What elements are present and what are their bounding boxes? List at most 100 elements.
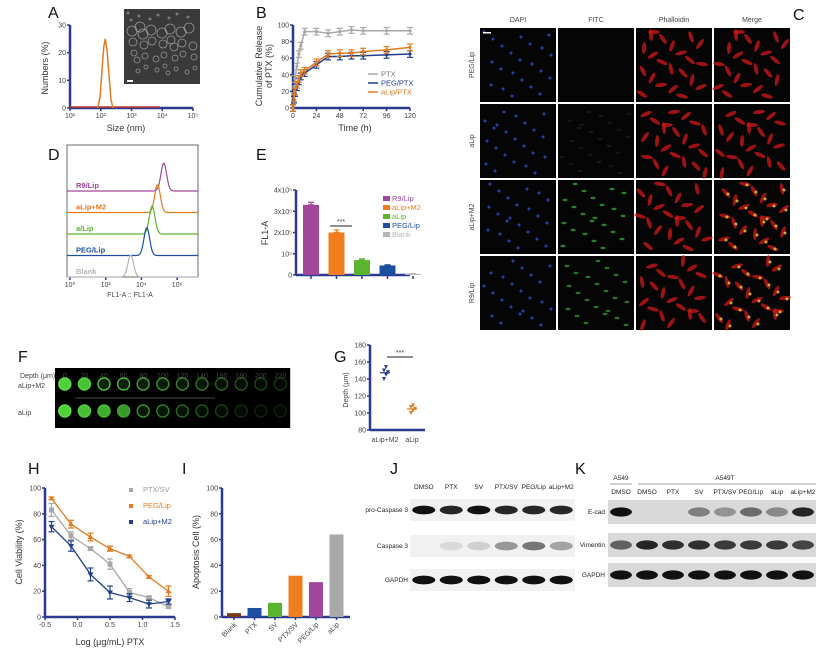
c-actin xyxy=(701,236,713,242)
c-actin xyxy=(726,154,738,160)
c-actin xyxy=(715,148,725,158)
c-actin xyxy=(724,297,734,307)
c-fitc-signal xyxy=(564,264,570,268)
c-fitc-signal xyxy=(590,196,596,200)
h-series-ptxsv-point xyxy=(127,589,132,595)
c-merge-signal xyxy=(739,285,743,289)
c-row-label: aLip xyxy=(469,134,476,147)
c-micrograph-merge xyxy=(714,104,790,179)
k-band xyxy=(740,570,762,580)
c-row-label: aLip+M2 xyxy=(469,203,476,230)
a-tem-particle xyxy=(137,14,141,18)
b-xtick-label: 48 xyxy=(336,113,344,120)
c-fitc-signal xyxy=(584,298,590,302)
a-tem-particle xyxy=(192,65,198,71)
c-actin xyxy=(772,308,778,320)
f-spheroid-section xyxy=(273,404,288,418)
c-actin xyxy=(676,93,688,99)
h-series-ptxsv-point xyxy=(88,546,93,552)
c-merge-signal xyxy=(728,324,732,328)
panel-label-b: B xyxy=(256,5,267,22)
g-ytick-label: 100 xyxy=(354,411,366,418)
f-spheroid-section xyxy=(77,377,92,391)
c-fitc-signal xyxy=(579,123,585,127)
i-ytick-label: 100 xyxy=(206,486,218,493)
axis-title-line: of PTX (%) xyxy=(264,44,274,88)
k-band xyxy=(792,507,814,517)
h-series-peglip-point xyxy=(126,553,133,559)
c-nucleus xyxy=(509,51,513,55)
a-tem-particle xyxy=(133,56,141,64)
f-depth-value: 220 xyxy=(275,373,287,380)
c-actin xyxy=(766,156,772,168)
f-spheroid-section xyxy=(97,377,111,391)
a-tem-particle xyxy=(139,40,149,50)
d-histogram-r9lip xyxy=(67,162,198,192)
c-actin xyxy=(780,226,786,238)
h-ytick-label: 100 xyxy=(29,486,41,493)
c-actin xyxy=(763,278,771,290)
h-xtick-label: 1.5 xyxy=(170,622,180,629)
e-bar-alipm2-legend-label: aLip+M2 xyxy=(392,203,421,212)
b-series-alipptx-point xyxy=(338,51,342,55)
c-nucleus xyxy=(523,121,527,125)
e-ytick-label: 0 xyxy=(288,273,292,280)
c-nucleus xyxy=(484,162,488,166)
c-nucleus xyxy=(486,228,490,232)
c-actin xyxy=(713,61,725,67)
k-band xyxy=(766,570,788,580)
c-fitc-signal xyxy=(617,171,623,175)
c-tile-background xyxy=(636,180,712,254)
k-band-label: E-cad xyxy=(588,509,605,516)
g-group-alip-point xyxy=(411,403,415,408)
j-band xyxy=(494,575,518,585)
c-fitc-signal xyxy=(619,237,625,241)
c-fitc-signal xyxy=(606,144,612,148)
g-ytick-label: 80 xyxy=(358,428,366,435)
c-tile-background xyxy=(558,256,634,330)
g-ytick-label: 140 xyxy=(354,377,366,384)
c-merge-signal xyxy=(758,276,762,280)
a-tem-particle xyxy=(175,26,187,38)
c-merge-signal xyxy=(763,197,767,201)
c-fitc-signal xyxy=(592,216,598,220)
f-spheroid-section xyxy=(58,377,72,391)
c-micrograph-fitc xyxy=(558,28,634,102)
g-ytick-label: 120 xyxy=(354,394,366,401)
b-ytick-label: 80 xyxy=(281,39,289,46)
c-fitc-signal xyxy=(567,119,573,123)
c-actin xyxy=(759,192,767,204)
c-actin xyxy=(688,143,700,149)
k-band xyxy=(610,540,632,550)
c-actin xyxy=(772,285,780,297)
c-nucleus xyxy=(529,273,533,277)
c-actin xyxy=(656,268,666,278)
h-ytick-label: 40 xyxy=(33,563,41,570)
c-actin xyxy=(724,276,730,288)
c-fitc-signal xyxy=(566,284,572,288)
c-actin xyxy=(689,74,695,86)
c-nucleus xyxy=(509,305,513,309)
a-tem-particle xyxy=(154,67,160,73)
c-merge-signal xyxy=(767,283,771,287)
c-actin xyxy=(649,281,659,291)
f-spheroid-section xyxy=(273,377,288,391)
c-actin xyxy=(678,68,688,78)
c-merge-signal xyxy=(725,215,729,219)
c-micrograph-merge xyxy=(714,180,790,254)
a-scale-bar xyxy=(127,80,133,82)
g-ytick-label: 160 xyxy=(354,360,366,367)
a-tem-particle xyxy=(143,64,149,70)
c-merge-signal xyxy=(777,267,781,271)
a-tem-particle xyxy=(179,50,187,58)
f-spheroid-section xyxy=(136,377,150,391)
k-lane-label: PEG/Lip xyxy=(739,489,764,496)
panel-label-g: G xyxy=(334,349,346,366)
b-series-ptx-point xyxy=(349,28,354,32)
c-nucleus xyxy=(501,87,505,91)
c-merge-signal xyxy=(778,310,782,314)
k-band xyxy=(662,570,684,580)
c-merge-signal xyxy=(764,240,768,244)
c-nucleus xyxy=(504,130,508,134)
b-series-pegptx-point xyxy=(385,53,389,57)
